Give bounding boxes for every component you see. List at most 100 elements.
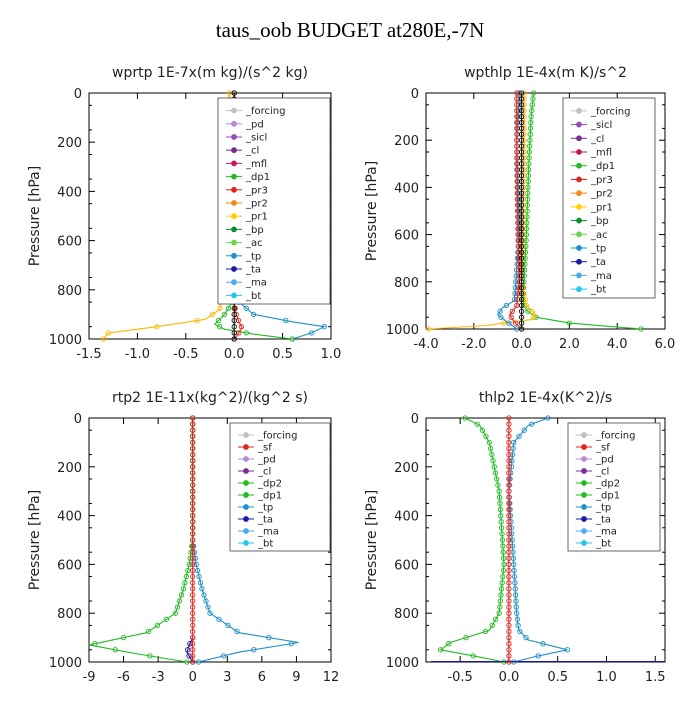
series-point	[231, 330, 237, 336]
series-point	[243, 330, 249, 336]
series-point	[190, 470, 196, 476]
series-point	[308, 330, 315, 336]
series-point	[506, 512, 512, 519]
series-point	[190, 482, 196, 488]
legend-marker	[243, 468, 249, 474]
series-point	[209, 311, 216, 318]
legend-marker	[581, 504, 587, 510]
series-point	[524, 214, 530, 220]
legend-marker	[576, 135, 582, 142]
series-point	[506, 622, 512, 629]
series-point	[221, 653, 227, 659]
x-tick-label: 4.0	[607, 337, 628, 352]
y-tick-label: 400	[57, 510, 82, 525]
series-point	[506, 659, 512, 665]
x-tick-label: -2.0	[461, 337, 486, 352]
series-point	[190, 567, 196, 574]
series-point	[512, 586, 518, 592]
series-point	[506, 320, 512, 326]
legend-marker	[243, 504, 249, 510]
series-point	[216, 616, 222, 622]
y-tick-label: 800	[394, 607, 419, 622]
series-point	[498, 586, 505, 592]
series-point	[515, 108, 521, 114]
series-point	[526, 149, 533, 155]
series-point	[506, 415, 512, 421]
series-point	[190, 549, 196, 555]
x-tick-label: 0.0	[224, 347, 245, 362]
series-point	[190, 415, 196, 421]
series-point	[231, 311, 237, 318]
legend-marker	[576, 176, 582, 183]
series-point	[515, 622, 521, 629]
series-point	[463, 634, 469, 641]
legend-label: _cl	[245, 146, 259, 157]
series-point	[518, 178, 525, 185]
series-point	[535, 653, 541, 659]
legend-label: _bp	[245, 225, 264, 236]
series-point	[500, 555, 507, 561]
series-point	[492, 470, 499, 476]
legend-label: _ta	[590, 257, 606, 268]
legend-marker	[581, 444, 587, 450]
series-point	[497, 506, 504, 513]
series-point	[506, 634, 512, 641]
series-point	[190, 433, 196, 439]
series-point	[506, 464, 512, 470]
legend-label: _forcing	[257, 431, 298, 442]
series-point	[225, 305, 232, 311]
legend-label: _tp	[595, 503, 611, 514]
series-point	[518, 196, 525, 202]
series-point	[190, 622, 196, 629]
legend-marker	[231, 292, 237, 299]
series-point	[518, 113, 525, 120]
x-tick-label: 1.0	[321, 347, 342, 362]
y-tick-label: 800	[57, 284, 82, 299]
legend-label: _tp	[257, 503, 273, 514]
series-point	[518, 119, 525, 126]
legend-marker	[581, 516, 587, 522]
legend-marker	[576, 286, 582, 293]
series-point	[190, 580, 196, 586]
legend-label: _tp	[245, 251, 261, 262]
series-point	[498, 592, 504, 598]
series-point	[506, 653, 512, 659]
series-point	[506, 610, 512, 616]
series-point	[529, 308, 536, 314]
series-point	[199, 586, 205, 592]
legend-marker	[231, 173, 237, 180]
series-point	[120, 634, 127, 641]
series-point	[518, 273, 525, 279]
x-tick-label: 0.0	[499, 670, 520, 685]
series-point	[190, 653, 196, 659]
series-point	[511, 567, 517, 574]
legend-label: _dp1	[590, 161, 615, 172]
series-point	[498, 314, 504, 320]
series-point	[518, 143, 525, 149]
series-point	[194, 567, 201, 574]
series-point	[250, 311, 257, 318]
y-tick-label: 600	[57, 235, 82, 250]
series-point	[506, 598, 512, 604]
series-point	[217, 324, 223, 330]
series-point	[470, 653, 476, 659]
series-point	[527, 137, 533, 143]
legend-label: _pd	[595, 455, 614, 466]
x-tick-label: -0.5	[447, 670, 472, 685]
series-point	[190, 573, 196, 580]
series-point	[522, 261, 528, 267]
y-tick-label: 800	[57, 607, 82, 622]
series-point	[522, 255, 528, 261]
series-point	[518, 167, 525, 173]
series-point	[506, 458, 512, 464]
series-point	[490, 458, 496, 464]
legend-label: _cl	[257, 467, 271, 478]
series-point	[500, 549, 506, 555]
series-point	[185, 647, 191, 653]
series-point	[518, 285, 525, 291]
plot-frame	[88, 92, 332, 340]
series-point	[190, 634, 196, 641]
series-point	[530, 96, 536, 102]
series-point	[185, 567, 191, 574]
